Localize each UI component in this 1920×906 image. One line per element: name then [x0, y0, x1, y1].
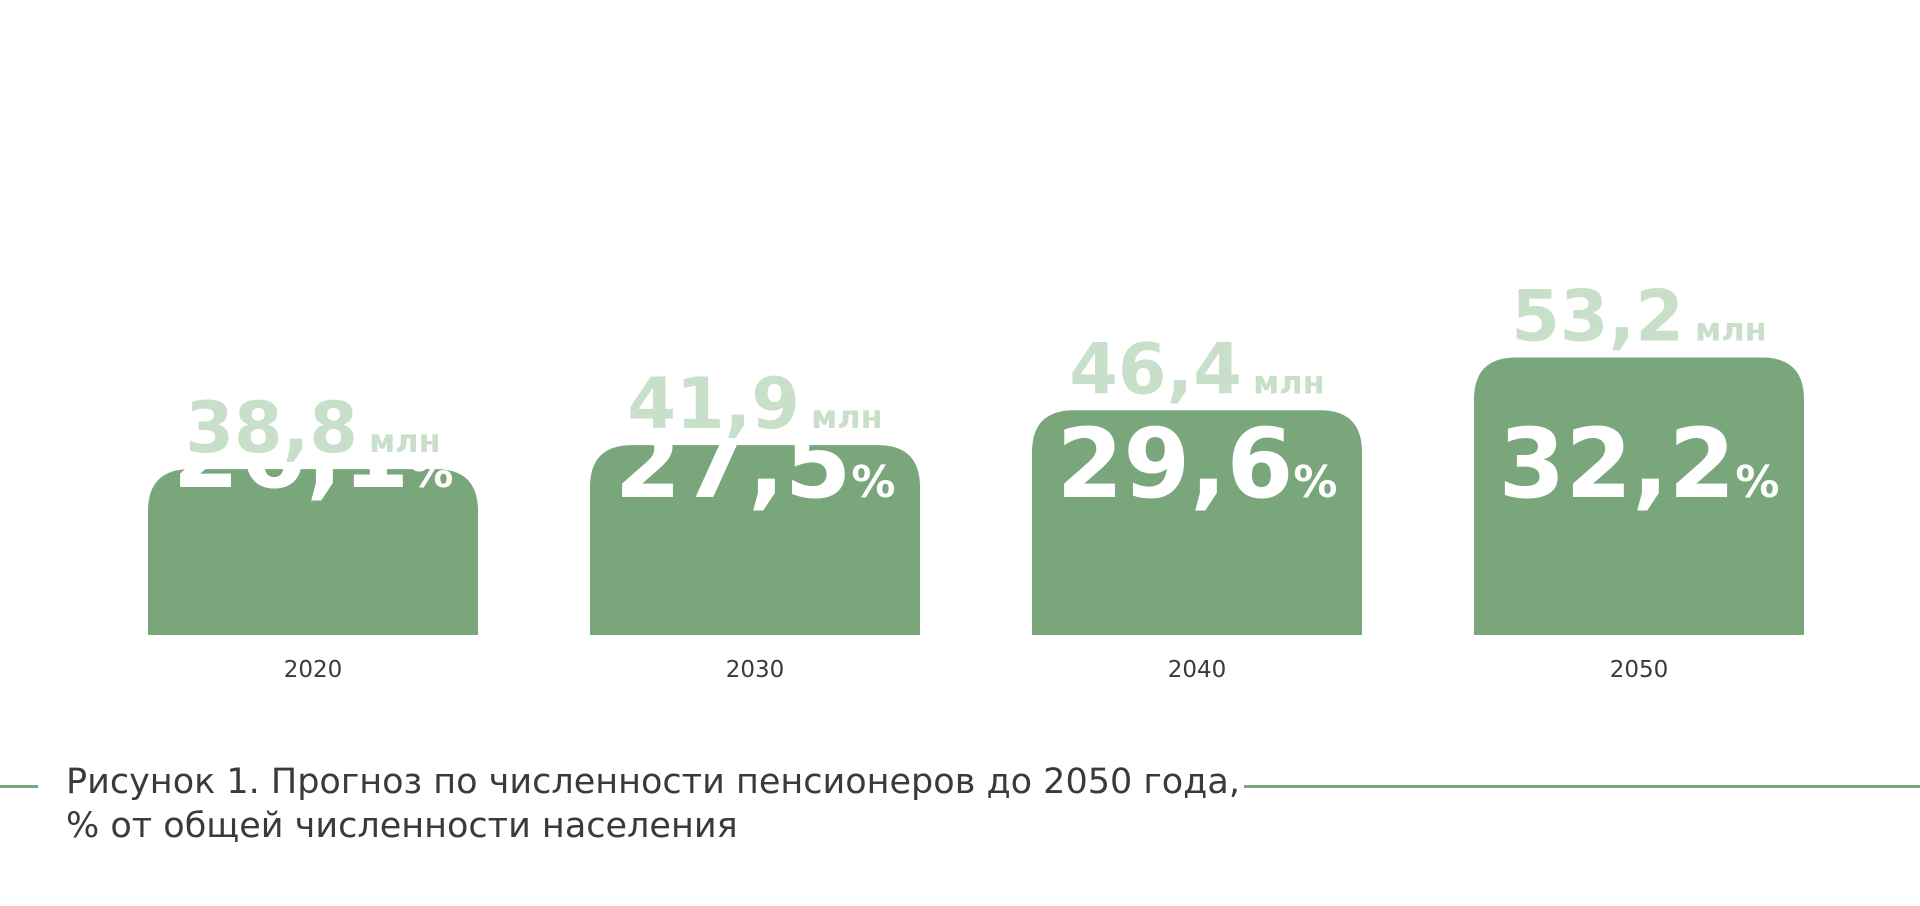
bar-2050: [1474, 357, 1804, 635]
bar-2030: [590, 445, 920, 635]
caption-line-left: [0, 785, 38, 788]
mln-unit: млн: [1684, 311, 1767, 349]
mln-label-2040: 46,4 млн: [1069, 328, 1325, 410]
mln-label-2050: 53,2 млн: [1511, 276, 1767, 358]
percent-value: 32,2: [1499, 408, 1736, 520]
percent-value: 29,6: [1057, 408, 1294, 520]
mln-unit: млн: [1242, 363, 1325, 401]
mln-unit: млн: [358, 422, 441, 460]
percent-unit: %: [409, 447, 453, 498]
percent-label-2040: 29,6%: [1057, 408, 1338, 520]
mln-value: 41,9: [627, 363, 800, 445]
percent-unit: %: [1293, 457, 1337, 508]
figure-caption: Рисунок 1. Прогноз по численности пенсио…: [66, 760, 1240, 848]
bar-2040: [1032, 410, 1362, 635]
bar-2020: [148, 469, 478, 635]
x-tick-label-2040: 2040: [1168, 657, 1227, 683]
mln-label-2020: 38,8 млн: [185, 387, 441, 469]
percent-value: 27,5: [615, 408, 852, 520]
caption-line-right: [1244, 785, 1920, 788]
mln-value: 38,8: [185, 387, 358, 469]
percent-value: 26,1: [173, 398, 410, 510]
mln-value: 46,4: [1069, 328, 1242, 410]
mln-label-2030: 41,9 млн: [627, 363, 883, 445]
x-tick-label-2030: 2030: [726, 657, 785, 683]
caption-line-2: % от общей численности населения: [66, 806, 738, 846]
mln-value: 53,2: [1511, 276, 1684, 358]
percent-unit: %: [1735, 457, 1779, 508]
percent-label-2050: 32,2%: [1499, 408, 1780, 520]
x-tick-label-2050: 2050: [1610, 657, 1669, 683]
caption-line-1: Рисунок 1. Прогноз по численности пенсио…: [66, 762, 1240, 802]
x-tick-label-2020: 2020: [284, 657, 343, 683]
percent-unit: %: [851, 457, 895, 508]
mln-unit: млн: [800, 398, 883, 436]
percent-label-2020: 26,1%: [173, 398, 454, 510]
percent-label-2030: 27,5%: [615, 408, 896, 520]
